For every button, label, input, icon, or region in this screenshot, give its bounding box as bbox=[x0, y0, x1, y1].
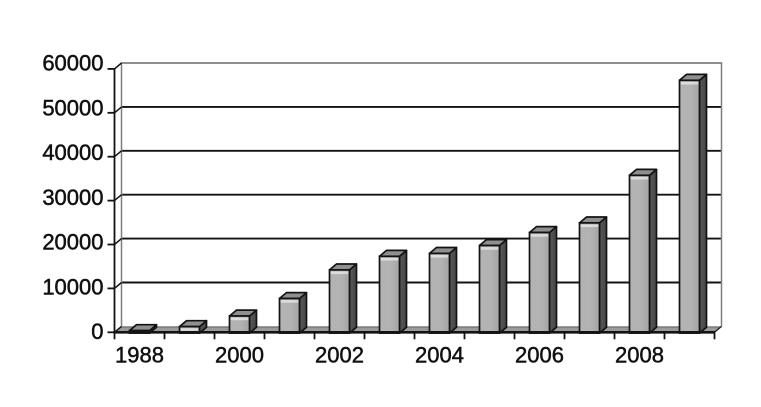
svg-text:2000: 2000 bbox=[215, 343, 264, 368]
svg-text:2004: 2004 bbox=[415, 343, 464, 368]
svg-text:1988: 1988 bbox=[115, 343, 164, 368]
svg-text:20000: 20000 bbox=[42, 230, 103, 255]
svg-text:60000: 60000 bbox=[42, 51, 103, 76]
svg-text:0: 0 bbox=[91, 319, 103, 344]
svg-text:40000: 40000 bbox=[42, 140, 103, 165]
svg-text:30000: 30000 bbox=[42, 185, 103, 210]
svg-text:10000: 10000 bbox=[42, 274, 103, 299]
svg-text:50000: 50000 bbox=[42, 95, 103, 120]
svg-text:2006: 2006 bbox=[515, 343, 564, 368]
svg-text:2002: 2002 bbox=[315, 343, 364, 368]
svg-text:2008: 2008 bbox=[615, 343, 664, 368]
